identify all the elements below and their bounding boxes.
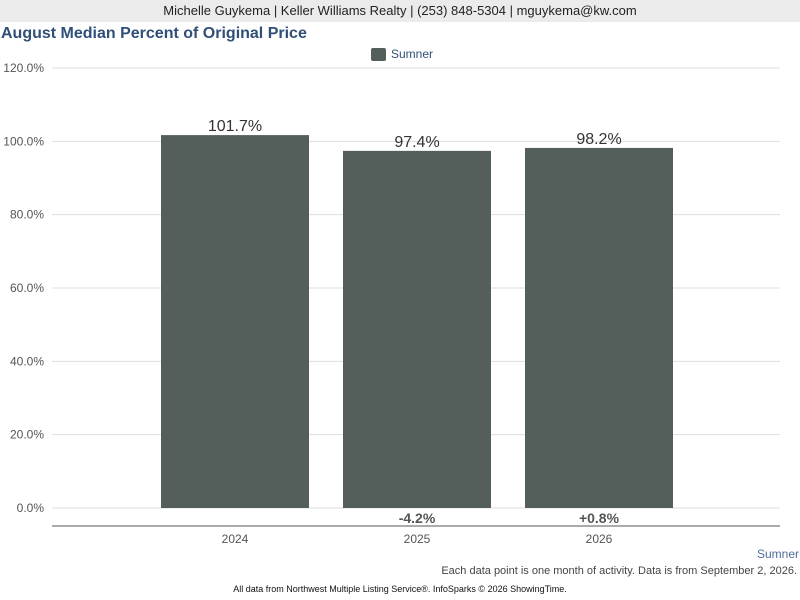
bar-value-label: 98.2% [576,131,621,148]
y-tick-label: 20.0% [10,428,44,442]
y-tick-label: 100.0% [3,134,44,148]
bar-2024[interactable] [161,135,309,508]
geography-label: Sumner [756,547,799,561]
y-tick-label: 80.0% [10,208,44,222]
y-tick-label: 0.0% [17,501,45,515]
y-tick-label: 60.0% [10,281,44,295]
y-tick-label: 120.0% [3,61,44,75]
change-labels: -4.2% +0.8% [399,510,620,526]
bar-2026[interactable] [525,147,673,508]
x-tick-label: 2024 [222,532,249,546]
legend[interactable]: Sumner [371,46,433,62]
bar-value-labels: 101.7% 97.4% 98.2% [208,118,622,151]
y-axis-ticks: 0.0% 20.0% 40.0% 60.0% 80.0% 100.0% 120.0% [3,61,44,515]
data-source-footer: All data from Northwest Multiple Listing… [233,584,567,594]
chart-title: August Median Percent of Original Price [1,25,307,42]
bar-value-label: 101.7% [208,118,262,135]
change-label: -4.2% [399,510,436,526]
x-tick-label: 2025 [404,532,431,546]
data-footnote: Each data point is one month of activity… [441,565,797,577]
bar-2025[interactable] [343,150,491,508]
legend-label: Sumner [391,47,434,61]
legend-swatch [371,47,386,61]
agent-contact-bar: Michelle Guykema | Keller Williams Realt… [0,0,800,22]
change-label: +0.8% [579,510,620,526]
x-tick-label: 2026 [586,532,613,546]
bar-value-label: 97.4% [394,134,439,151]
x-axis-ticks: 2024 2025 2026 [222,532,613,546]
y-tick-label: 40.0% [10,354,44,368]
bars [161,135,673,508]
